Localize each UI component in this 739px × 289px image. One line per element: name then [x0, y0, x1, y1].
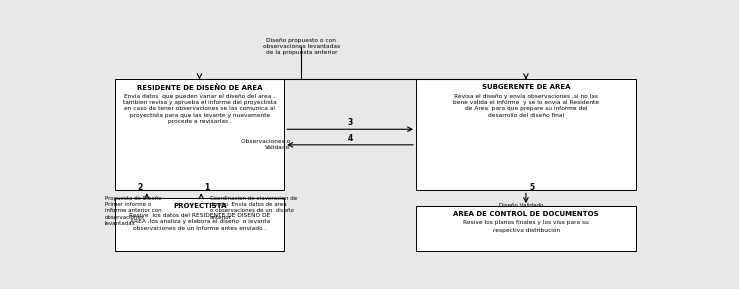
FancyBboxPatch shape	[416, 79, 636, 190]
Text: 2: 2	[137, 183, 143, 192]
Text: 5: 5	[529, 183, 534, 192]
Text: Observaciones o
Validado: Observaciones o Validado	[241, 139, 290, 151]
Text: Revisa el diseño y envia observaciones ,si no las
bene valida el informe  y se l: Revisa el diseño y envia observaciones ,…	[453, 94, 599, 118]
Text: PROYECTISTA: PROYECTISTA	[173, 203, 227, 209]
Text: SUBGERENTE DE AREA: SUBGERENTE DE AREA	[482, 84, 571, 90]
FancyBboxPatch shape	[115, 198, 285, 251]
FancyBboxPatch shape	[115, 79, 285, 190]
FancyBboxPatch shape	[416, 206, 636, 251]
Text: 3: 3	[347, 118, 353, 127]
Text: RESIDENTE DE DISEÑO DE AREA: RESIDENTE DE DISEÑO DE AREA	[137, 84, 262, 91]
Text: Diseño propuesto o con
observaciones levantadas
de la propuesta anterior: Diseño propuesto o con observaciones lev…	[263, 38, 340, 55]
Text: Diseño Validado: Diseño Validado	[499, 203, 543, 208]
Text: 4: 4	[347, 134, 353, 143]
Text: Resive los planos finales y los visa para su
respectiva distribución: Resive los planos finales y los visa par…	[463, 221, 589, 233]
Text: Propuesta de Diseño
Primer informe o
informe anterior con
observaciones
levantad: Propuesta de Diseño Primer informe o inf…	[105, 196, 162, 226]
Text: Coordinacion de elavoracion de
diseño  Envia datos de area
o observaciones de un: Coordinacion de elavoracion de diseño En…	[210, 196, 297, 220]
Text: Resive  los datos del RESIDENTE DE DISEÑO DE
AREA ,los analiza y elabora el dise: Resive los datos del RESIDENTE DE DISEÑO…	[129, 213, 270, 231]
Text: 1: 1	[205, 183, 210, 192]
Text: AREA DE CONTROL DE DOCUMENTOS: AREA DE CONTROL DE DOCUMENTOS	[454, 211, 599, 217]
Text: Envia datos  que pueden variar el diseño del area ,
tambien revisa y aprueba el : Envia datos que pueden variar el diseño …	[123, 94, 276, 124]
